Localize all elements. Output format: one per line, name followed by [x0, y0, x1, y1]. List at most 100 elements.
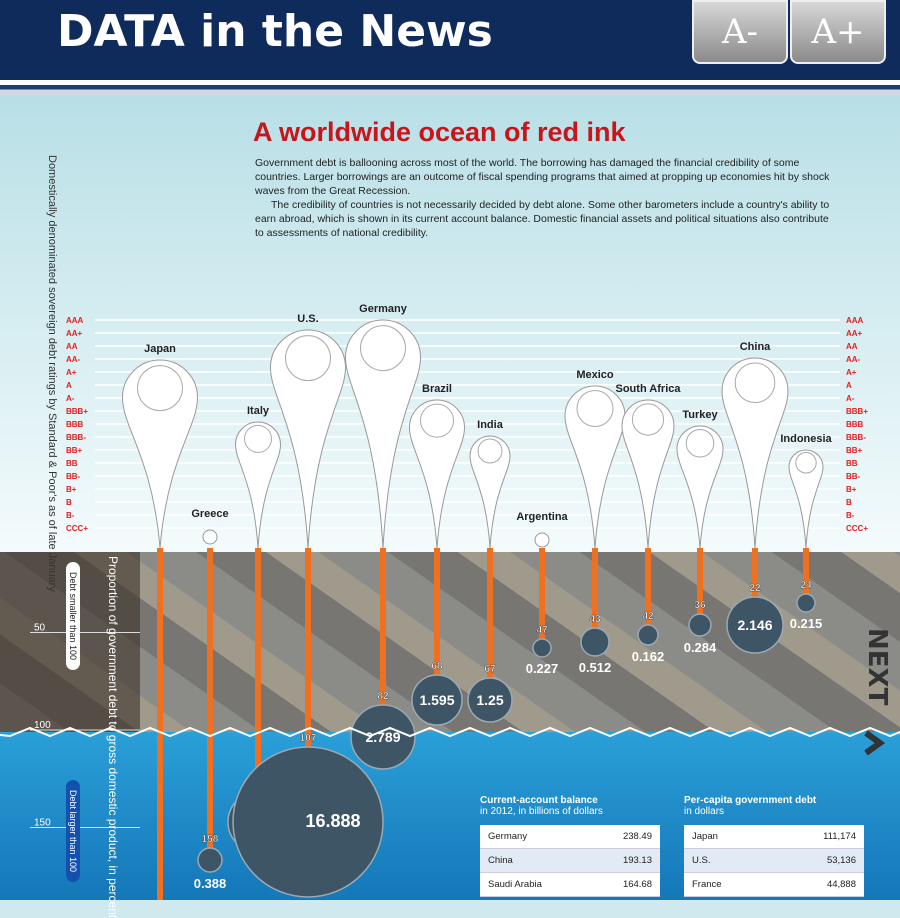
gdp-ball [232, 746, 384, 898]
legend-small-debt: Debt smaller than 100 [66, 562, 80, 671]
balloon [564, 385, 626, 549]
rating-tick-right: A [846, 381, 852, 390]
gdp-ball [580, 627, 610, 657]
balloon-head [631, 403, 665, 436]
gdp-ball [467, 677, 513, 723]
country-label: India [477, 419, 504, 431]
debt-pct-label: 107 [300, 733, 317, 744]
balloon [469, 435, 511, 549]
rating-tick-right: AA [846, 342, 858, 351]
country-label: Italy [247, 405, 270, 417]
rating-tick-left: AAA [66, 316, 84, 325]
rating-tick-right: AA- [846, 355, 861, 364]
gdp-value-label: 0.227 [526, 661, 559, 676]
debt-pct-label: 42 [642, 611, 654, 622]
balloon [408, 399, 466, 549]
country-label: China [740, 341, 771, 353]
debt-tick-label: 150 [34, 818, 51, 829]
country-label: Argentina [516, 511, 568, 523]
rating-tick-left: BBB- [66, 433, 86, 442]
next-button[interactable]: NEXT [862, 628, 892, 706]
water-surface [0, 726, 900, 738]
current-account-table: Current-account balance in 2012, in bill… [480, 795, 660, 897]
balloon [621, 399, 675, 549]
rating-tick-right: A+ [846, 368, 857, 377]
debt-pct-label: 36 [694, 600, 706, 611]
balloon [788, 449, 824, 549]
gdp-ball [197, 847, 223, 873]
gdp-value-label: 0.284 [684, 640, 717, 655]
gdp-ball [350, 704, 416, 770]
balloon-head [795, 452, 817, 474]
gdp-value-label: 0.215 [790, 616, 823, 631]
balloon [202, 529, 218, 545]
debt-pct-label: 82 [377, 691, 389, 702]
rating-tick-right: CCC+ [846, 524, 868, 533]
balloon-head [477, 438, 503, 464]
debt-tick-label: 50 [34, 623, 46, 634]
rating-tick-left: CCC+ [66, 524, 88, 533]
font-decrease-button[interactable]: A- [692, 0, 788, 64]
rating-tick-left: BBB [66, 420, 84, 429]
rating-tick-right: B- [846, 511, 855, 520]
rating-tick-right: B+ [846, 485, 857, 494]
country-label: Indonesia [780, 433, 832, 445]
rating-tick-left: A+ [66, 368, 77, 377]
rating-tick-left: BB [66, 459, 78, 468]
debt-pct-label: 24 [800, 580, 812, 591]
legend-large-debt: Debt larger than 100 [66, 780, 80, 883]
gdp-ball [411, 674, 463, 726]
balloon [121, 359, 199, 549]
rating-tick-right: A- [846, 394, 855, 403]
gdp-value-label: 1.595 [419, 692, 454, 708]
paragraph: The credibility of countries is not nece… [255, 199, 830, 239]
rating-tick-right: BBB+ [846, 407, 868, 416]
balloon-head [137, 365, 183, 412]
balloon [269, 329, 347, 549]
next-chevron-icon [864, 730, 886, 756]
per-capita-debt-table: Per-capita government debt in dollars Ja… [684, 795, 864, 897]
rating-tick-right: BBB [846, 420, 864, 429]
rating-tick-left: AA- [66, 355, 81, 364]
gdp-value-label: 0.162 [632, 649, 665, 664]
rating-tick-right: B [846, 498, 852, 507]
rating-tick-right: BB- [846, 472, 861, 481]
table-row: China 193.13 [480, 848, 660, 873]
gdp-value-label: 16.888 [305, 811, 360, 831]
table-row: France 44,888 [684, 872, 864, 897]
rating-tick-left: AA [66, 342, 78, 351]
rating-axis-label: Domestically denominated sovereign debt … [46, 155, 58, 592]
rating-tick-right: BB+ [846, 446, 863, 455]
balloon-head [360, 325, 406, 372]
table-subtitle: in 2012, in billions of dollars [480, 806, 603, 817]
gdp-value-label: 2.146 [737, 617, 772, 633]
rating-tick-left: A- [66, 394, 75, 403]
app-header: DATA in the News A- A+ [0, 0, 900, 80]
balloon-head [285, 335, 331, 382]
balloon [344, 319, 422, 549]
rating-tick-left: BB- [66, 472, 81, 481]
table-title: Per-capita government debt [684, 795, 817, 806]
rating-tick-left: BBB+ [66, 407, 88, 416]
debt-pct-label: 67 [484, 664, 496, 675]
rating-tick-left: BB+ [66, 446, 83, 455]
debt-pct-label: 47 [536, 625, 548, 636]
rating-tick-right: BB [846, 459, 858, 468]
country-label: U.S. [297, 313, 318, 325]
article-body: Government debt is ballooning across mos… [255, 156, 840, 240]
rating-tick-right: AA+ [846, 329, 863, 338]
table-row: U.S. 53,136 [684, 848, 864, 873]
font-increase-button[interactable]: A+ [790, 0, 886, 64]
rating-tick-left: A [66, 381, 72, 390]
gdp-value-label: 1.25 [476, 692, 503, 708]
app-title: DATA in the News [57, 6, 493, 57]
table-row: Germany 238.49 [480, 825, 660, 849]
rating-tick-left: AA+ [66, 329, 83, 338]
balloon-head [244, 424, 272, 453]
country-label: South Africa [616, 383, 682, 395]
debt-axis-label: Proportion of government debt to gross d… [106, 556, 120, 918]
country-label: Mexico [576, 369, 614, 381]
paragraph: Government debt is ballooning across mos… [255, 157, 830, 197]
rating-tick-left: B- [66, 511, 75, 520]
